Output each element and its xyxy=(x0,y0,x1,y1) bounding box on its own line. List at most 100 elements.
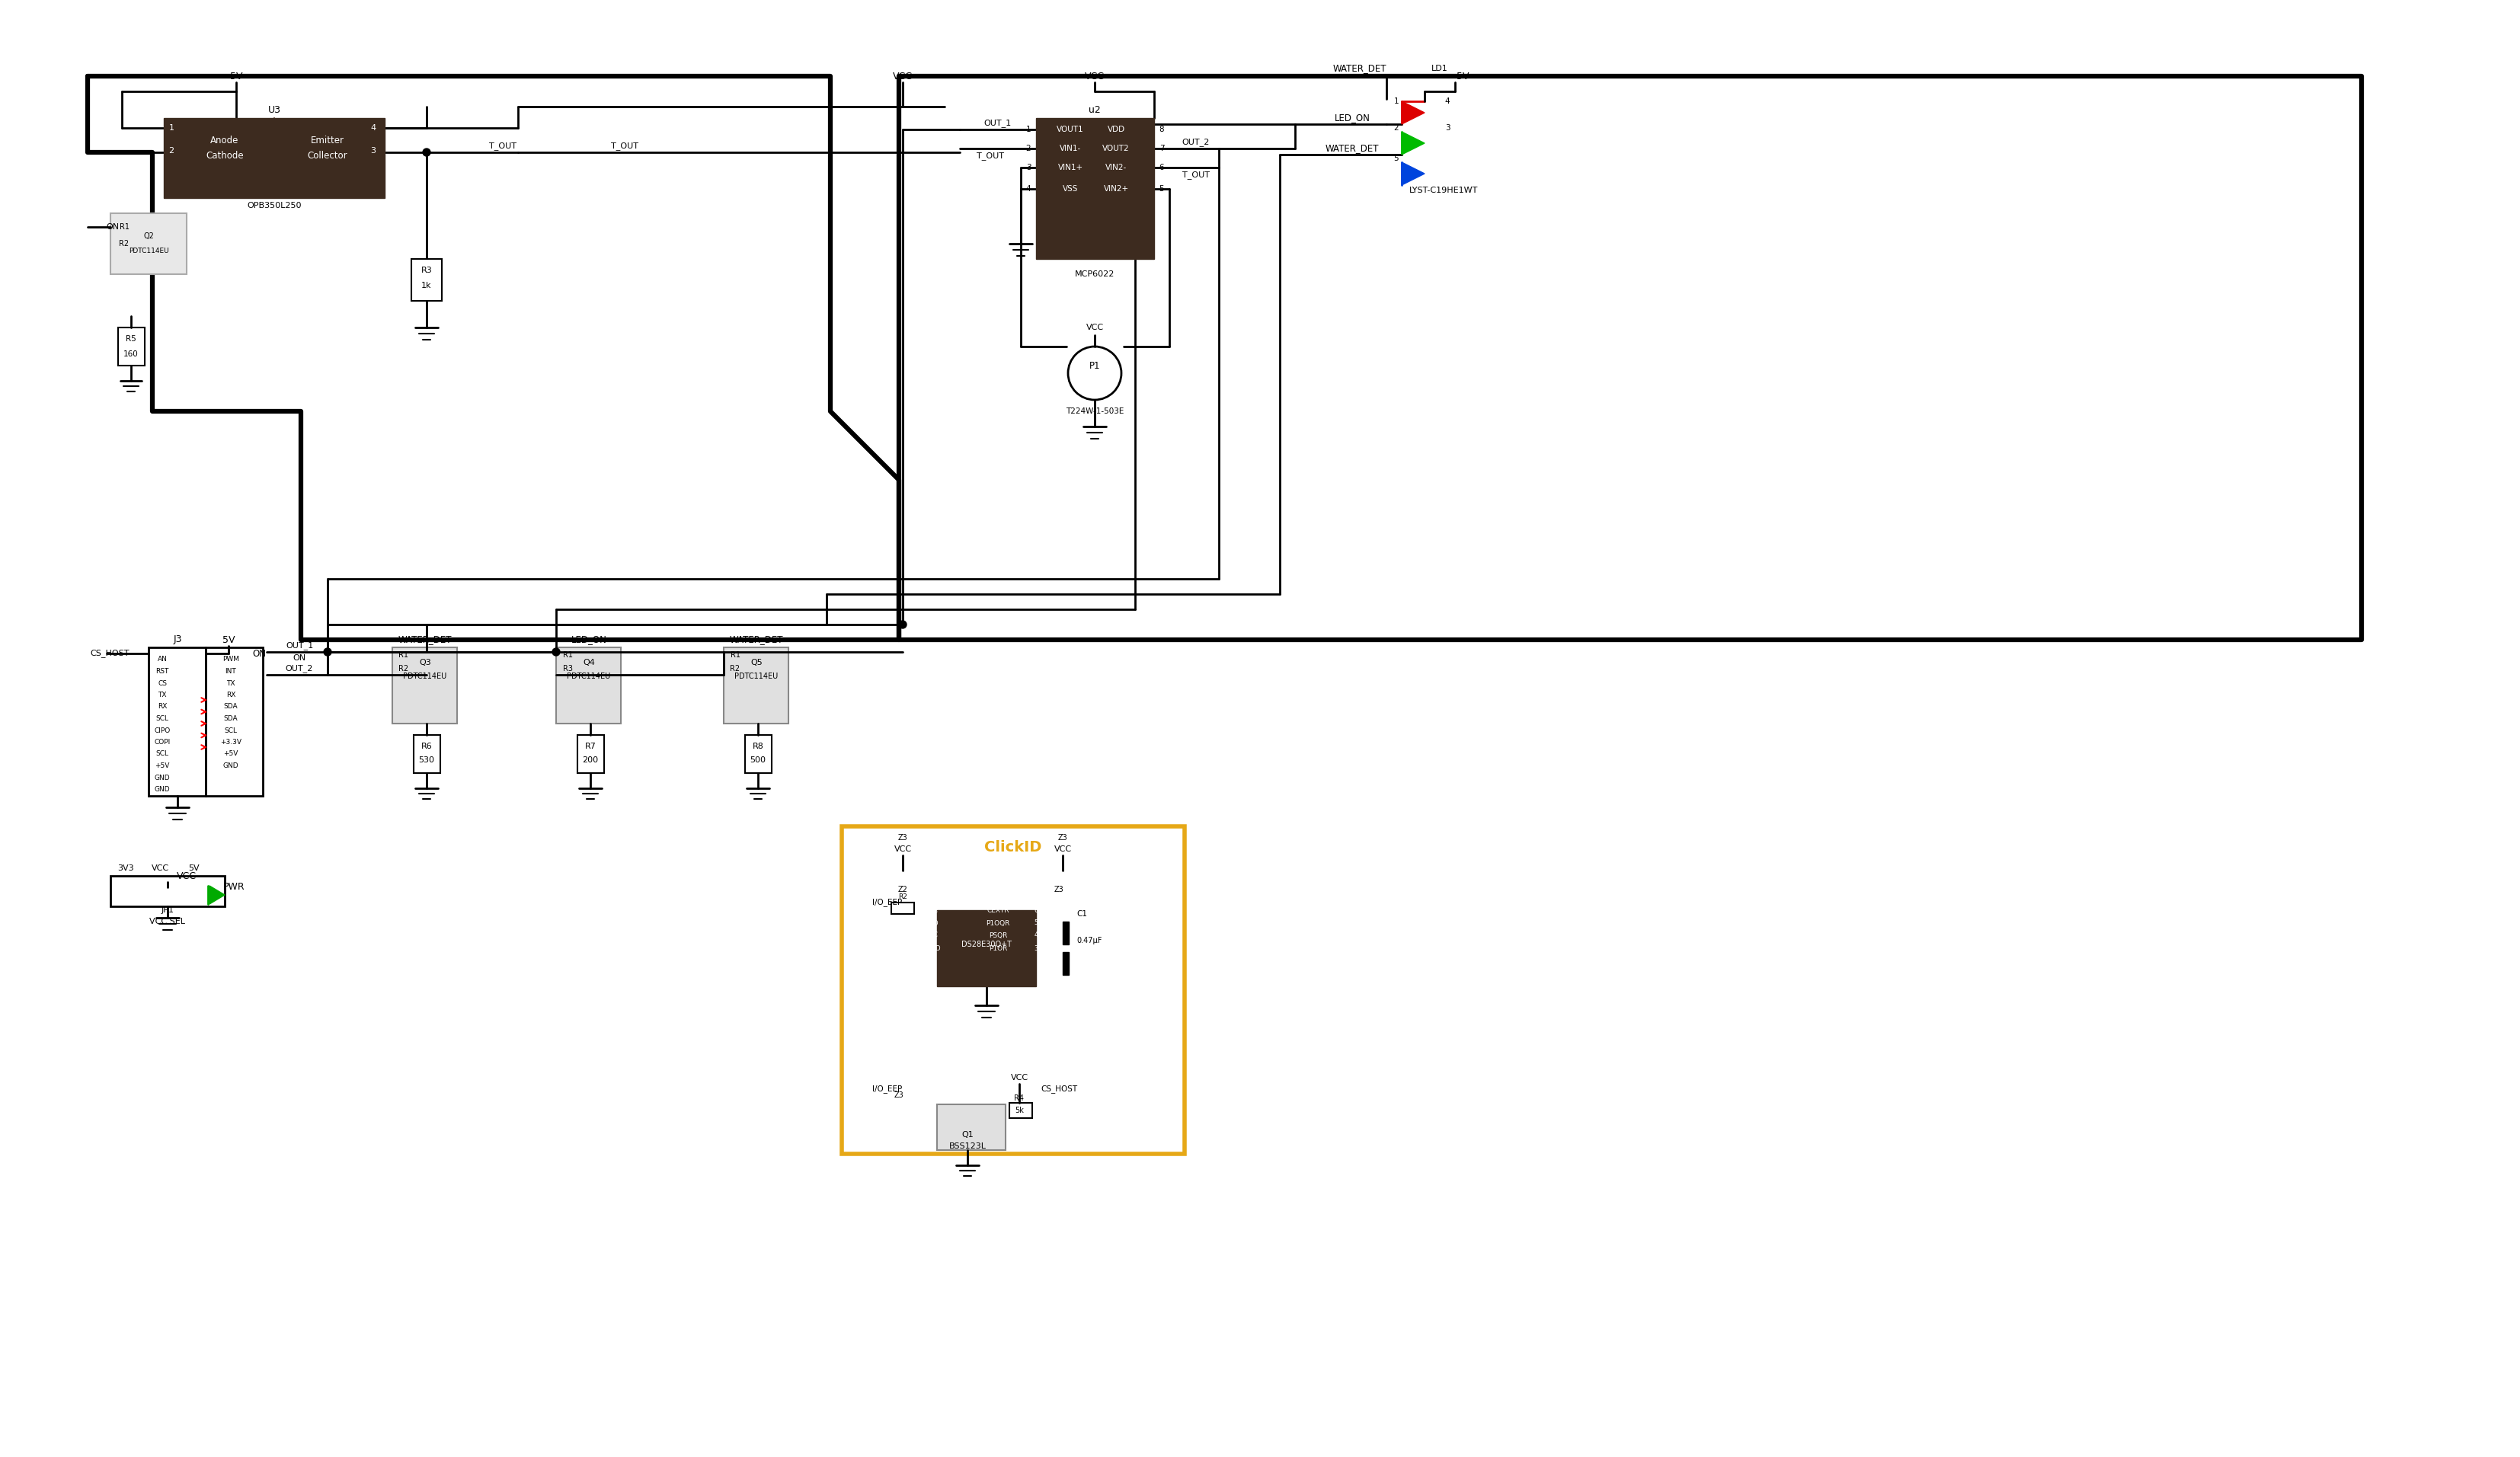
Text: TX: TX xyxy=(227,680,234,686)
Text: 200: 200 xyxy=(582,756,597,763)
Text: 3: 3 xyxy=(1033,944,1038,951)
Text: NC: NC xyxy=(927,932,937,938)
Bar xyxy=(393,647,456,724)
Text: Z3: Z3 xyxy=(1053,886,1063,893)
Text: 3: 3 xyxy=(922,932,927,938)
Text: LED_ON: LED_ON xyxy=(1333,114,1371,122)
Text: R1: R1 xyxy=(562,651,572,659)
Bar xyxy=(892,902,915,914)
Circle shape xyxy=(323,648,330,656)
Text: WATER_DET: WATER_DET xyxy=(1333,64,1386,73)
Text: 3: 3 xyxy=(1444,124,1449,131)
Text: NC: NC xyxy=(927,906,937,914)
Text: J3: J3 xyxy=(174,635,181,644)
Text: P1OR: P1OR xyxy=(988,944,1008,951)
Text: VCC SEL: VCC SEL xyxy=(149,918,186,925)
Text: T_OUT: T_OUT xyxy=(978,152,1003,160)
Text: Q5: Q5 xyxy=(751,659,764,666)
Text: 3: 3 xyxy=(370,147,375,154)
Text: 3V3: 3V3 xyxy=(118,864,134,873)
Text: +3.3V: +3.3V xyxy=(219,739,242,746)
Text: WATER_DET: WATER_DET xyxy=(1326,144,1378,153)
Bar xyxy=(164,118,386,198)
Text: R3: R3 xyxy=(421,267,433,274)
Text: VCC: VCC xyxy=(1053,845,1071,852)
Text: Z3: Z3 xyxy=(1058,833,1068,842)
Text: Collector: Collector xyxy=(307,152,348,162)
Text: 160: 160 xyxy=(123,350,139,358)
Text: CS_HOST: CS_HOST xyxy=(91,650,129,657)
Text: ON: ON xyxy=(106,223,118,230)
Text: PWR: PWR xyxy=(222,883,244,892)
Text: 4: 4 xyxy=(1033,932,1038,938)
Text: Q4: Q4 xyxy=(582,659,595,666)
Text: PDTC114EU: PDTC114EU xyxy=(129,248,169,255)
Text: VCC: VCC xyxy=(1084,71,1104,82)
Text: VIN2+: VIN2+ xyxy=(1104,185,1129,192)
Text: SCL: SCL xyxy=(224,727,237,734)
Text: R6: R6 xyxy=(421,743,433,750)
Text: 1: 1 xyxy=(922,906,927,914)
Text: R3: R3 xyxy=(562,664,572,673)
Circle shape xyxy=(423,149,431,156)
Text: VIN1+: VIN1+ xyxy=(1058,163,1084,172)
Polygon shape xyxy=(1401,162,1424,185)
Text: P1: P1 xyxy=(1089,361,1101,370)
Text: 8: 8 xyxy=(1159,125,1164,133)
Text: R7: R7 xyxy=(585,743,597,750)
Text: 6: 6 xyxy=(1033,906,1038,914)
Text: GND: GND xyxy=(154,785,171,793)
Text: I/O: I/O xyxy=(927,919,937,927)
Text: VCC: VCC xyxy=(176,871,197,881)
Text: BSS123L: BSS123L xyxy=(950,1142,985,1150)
Text: T224W-1-503E: T224W-1-503E xyxy=(1066,408,1124,415)
Text: SCL: SCL xyxy=(156,715,169,723)
Polygon shape xyxy=(1401,102,1424,124)
Text: MCP6022: MCP6022 xyxy=(1074,271,1114,278)
Text: 5V: 5V xyxy=(1457,71,1469,82)
Text: R8: R8 xyxy=(753,743,764,750)
Text: GND: GND xyxy=(925,944,940,951)
Text: C1: C1 xyxy=(1076,911,1086,918)
Text: VCC: VCC xyxy=(892,71,912,82)
Bar xyxy=(111,876,224,906)
Bar xyxy=(111,213,186,274)
Text: R4: R4 xyxy=(1016,1094,1023,1101)
Text: R2: R2 xyxy=(731,664,741,673)
Text: VOUT1: VOUT1 xyxy=(1056,125,1084,133)
Text: R1: R1 xyxy=(731,651,741,659)
Text: 500: 500 xyxy=(751,756,766,763)
Text: VIN1-: VIN1- xyxy=(1058,144,1081,153)
Text: Q1: Q1 xyxy=(963,1131,973,1138)
Text: 5V: 5V xyxy=(229,71,242,82)
Text: Q2: Q2 xyxy=(144,232,154,240)
Text: PDTC114EU: PDTC114EU xyxy=(736,673,779,680)
Text: 3: 3 xyxy=(1026,163,1031,172)
Text: ClickID: ClickID xyxy=(985,841,1041,855)
Text: CIPO: CIPO xyxy=(154,727,171,734)
Text: 5: 5 xyxy=(1159,185,1164,192)
Text: U3: U3 xyxy=(267,105,280,115)
Bar xyxy=(1063,922,1068,944)
Text: u2: u2 xyxy=(1089,105,1101,115)
Text: R2: R2 xyxy=(118,240,129,248)
Text: ON: ON xyxy=(252,648,267,659)
Text: 4: 4 xyxy=(370,124,375,131)
Text: VCC: VCC xyxy=(151,864,169,873)
Bar xyxy=(557,647,620,724)
Text: R5: R5 xyxy=(126,335,136,342)
Bar xyxy=(937,911,1036,986)
Bar xyxy=(118,328,144,366)
Text: T_OUT: T_OUT xyxy=(1182,170,1210,179)
Text: SCL: SCL xyxy=(156,750,169,758)
Text: U1: U1 xyxy=(980,898,993,905)
Text: OUT_2: OUT_2 xyxy=(285,664,312,673)
Bar xyxy=(577,734,605,774)
Text: WATER_DET: WATER_DET xyxy=(731,635,784,644)
Bar xyxy=(842,826,1184,1154)
Text: T_OUT: T_OUT xyxy=(489,143,517,150)
Bar xyxy=(149,647,207,796)
Bar xyxy=(746,734,771,774)
Text: TX: TX xyxy=(159,692,166,698)
Text: PSQR: PSQR xyxy=(988,932,1008,938)
